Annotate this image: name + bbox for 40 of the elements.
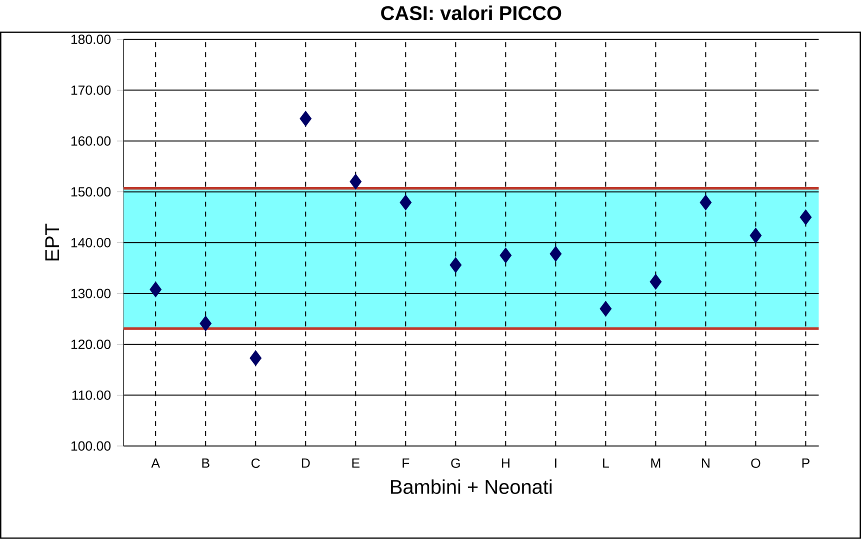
x-tick-label: O [751,458,760,468]
point [250,350,262,366]
x-tick-label: G [451,458,460,468]
x-tick-label: C [252,458,260,468]
point [650,274,662,290]
x-axis-title: Bambini + Neonati [391,479,552,494]
y-tick-label: 160.00 [71,136,111,146]
y-tick-label: 130.00 [71,288,111,298]
y-tick-label: 180.00 [71,34,111,44]
x-tick-label: N [702,458,710,468]
point [200,316,212,332]
point [600,301,612,317]
y-axis-title: EPT [45,224,60,260]
x-tick-label: E [352,458,360,468]
point [500,248,512,264]
chart-title: CASI: valori PICCO [381,6,562,20]
point [550,246,562,262]
y-tick-label: 150.00 [71,187,111,197]
x-tick-label: M [651,458,660,468]
point [700,194,712,210]
y-tick-label: 120.00 [71,340,111,350]
x-tick-label: H [502,458,510,468]
x-tick-label: P [802,458,810,468]
x-tick-label: D [302,458,310,468]
point [400,194,412,210]
y-tick-label: 100.00 [71,441,111,451]
x-tick-label: L [603,458,609,468]
x-tick-label: B [202,458,210,468]
point [450,257,462,273]
x-tick-label: I [555,458,556,468]
point [300,110,312,127]
point [750,228,762,244]
point [800,210,812,226]
y-tick-label: 170.00 [71,86,111,95]
x-tick-label: A [151,458,160,468]
x-tick-label: F [402,458,410,468]
point [150,282,162,298]
point [350,174,362,190]
y-tick-label: 140.00 [71,238,111,248]
y-tick-label: 110.00 [72,390,111,400]
